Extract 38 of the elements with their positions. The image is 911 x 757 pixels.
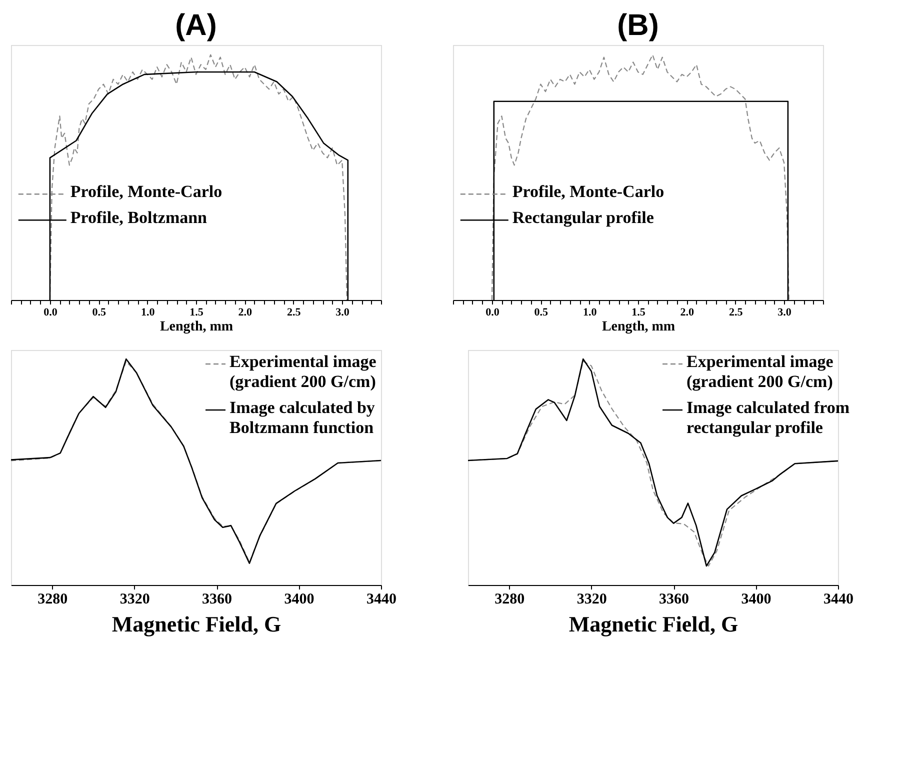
x-tick-label: 2.5 <box>286 306 302 318</box>
legend-label: Experimental image (gradient 200 G/cm) <box>230 352 377 391</box>
x-tick-label: 3280 <box>494 592 525 608</box>
legend-label: Rectangular profile <box>512 208 654 228</box>
legend-label: Profile, Boltzmann <box>70 208 208 228</box>
x-tick-label: 0.5 <box>534 306 549 318</box>
x-axis-title: Length, mm <box>602 320 676 334</box>
x-tick-label: 3.0 <box>778 306 792 318</box>
x-axis-title: Magnetic Field, G <box>112 612 282 636</box>
x-tick-label: 3400 <box>284 592 314 608</box>
x-axis-title: Magnetic Field, G <box>568 612 738 636</box>
x-tick-label: 2.5 <box>728 306 744 318</box>
x-tick-label: 2.0 <box>238 306 253 318</box>
legend-label: Image calculated from rectangular profile <box>686 398 850 437</box>
legend-label: Profile, Monte-Carlo <box>70 182 222 202</box>
x-tick-label: 0.0 <box>486 306 500 318</box>
legend-label: Image calculated by Boltzmann function <box>230 398 376 437</box>
x-tick-label: 3400 <box>741 592 772 608</box>
x-tick-label: 3.0 <box>336 306 350 318</box>
x-tick-label: 1.0 <box>582 306 598 318</box>
x-tick-label: 0.0 <box>44 306 58 318</box>
x-tick-label: 2.0 <box>680 306 695 318</box>
legend-label: Experimental image (gradient 200 G/cm) <box>686 352 834 391</box>
x-tick-label: 3360 <box>202 592 232 608</box>
x-tick-label: 1.5 <box>632 306 646 318</box>
x-tick-label: 0.5 <box>92 306 107 318</box>
x-tick-label: 3280 <box>38 592 68 608</box>
x-tick-label: 1.0 <box>140 306 156 318</box>
x-tick-label: 3360 <box>659 592 690 608</box>
x-tick-label: 3320 <box>576 592 607 608</box>
x-tick-label: 3440 <box>366 592 396 608</box>
x-axis-title: Length, mm <box>160 320 234 334</box>
x-tick-label: 1.5 <box>190 306 204 318</box>
x-tick-label: 3440 <box>824 592 854 608</box>
chart-title: (A) <box>175 9 217 42</box>
x-tick-label: 3320 <box>120 592 150 608</box>
legend-label: Profile, Monte-Carlo <box>512 182 664 202</box>
chart-title: (B) <box>617 9 659 42</box>
